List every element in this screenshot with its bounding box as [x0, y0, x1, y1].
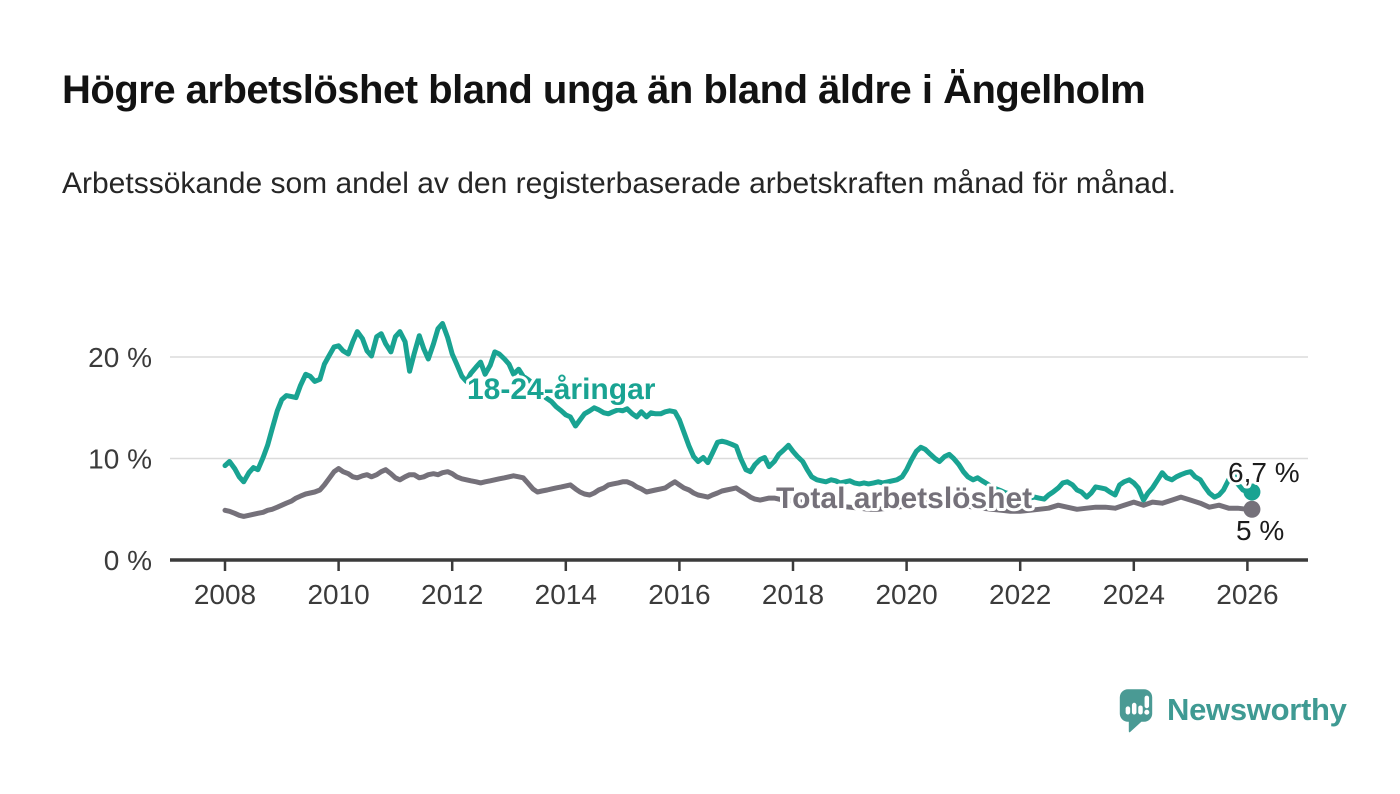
y-tick-label-0: 0 %	[104, 545, 152, 576]
y-tick-label-10: 10 %	[88, 444, 152, 475]
series-label-young-18-24: 18-24-åringar	[467, 373, 656, 406]
y-tick-label-20: 20 %	[88, 342, 152, 373]
series-label-total: Total arbetslöshet	[776, 482, 1032, 515]
chart-subtitle: Arbetssökande som andel av den registerb…	[62, 167, 1176, 200]
logo-bar-3	[1138, 705, 1143, 715]
logo-bar-1	[1125, 706, 1131, 715]
newsworthy-logo-icon	[1119, 689, 1153, 733]
x-tick-label-2010: 2010	[307, 579, 369, 610]
x-tick-label-2012: 2012	[421, 579, 483, 610]
newsworthy-brand-text: Newsworthy	[1167, 692, 1347, 727]
series-line-total	[222, 466, 1255, 519]
end-value-label-young-18-24: 6,7 %	[1228, 457, 1300, 488]
logo-exclamation-bar	[1144, 695, 1150, 709]
end-value-label-total: 5 %	[1236, 515, 1284, 546]
x-tick-label-2024: 2024	[1103, 579, 1165, 610]
x-tick-label-2022: 2022	[989, 579, 1051, 610]
series-end-dot-total	[1243, 500, 1261, 518]
x-tick-label-2014: 2014	[535, 579, 597, 610]
x-tick-label-2016: 2016	[648, 579, 710, 610]
x-tick-label-2020: 2020	[875, 579, 937, 610]
series-line-young-18-24	[222, 321, 1255, 503]
logo-bar-2	[1131, 702, 1137, 715]
logo-exclamation-dot	[1144, 709, 1150, 715]
series-end-dot-young-18-24	[1243, 483, 1261, 501]
x-tick-label-2026: 2026	[1216, 579, 1278, 610]
x-tick-label-2018: 2018	[762, 579, 824, 610]
newsworthy-branding: Newsworthy	[1118, 687, 1347, 733]
chart-title: Högre arbetslöshet bland unga än bland ä…	[62, 68, 1146, 112]
x-tick-label-2008: 2008	[194, 579, 256, 610]
